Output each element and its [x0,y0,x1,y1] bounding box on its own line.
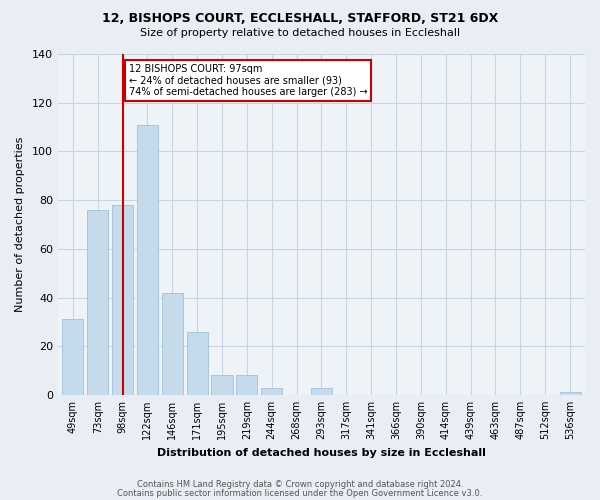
Bar [87,210,108,395]
Y-axis label: Number of detached properties: Number of detached properties [15,137,25,312]
Bar [112,205,133,395]
Bar [187,332,208,395]
Text: 12 BISHOPS COURT: 97sqm
← 24% of detached houses are smaller (93)
74% of semi-de: 12 BISHOPS COURT: 97sqm ← 24% of detache… [129,64,367,97]
Bar [137,124,158,395]
Text: 12, BISHOPS COURT, ECCLESHALL, STAFFORD, ST21 6DX: 12, BISHOPS COURT, ECCLESHALL, STAFFORD,… [102,12,498,26]
Bar [261,388,283,395]
Bar [62,320,83,395]
Bar [211,376,233,395]
Text: Size of property relative to detached houses in Eccleshall: Size of property relative to detached ho… [140,28,460,38]
Bar [311,388,332,395]
Bar [236,376,257,395]
Bar [560,392,581,395]
Text: Contains public sector information licensed under the Open Government Licence v3: Contains public sector information licen… [118,488,482,498]
X-axis label: Distribution of detached houses by size in Eccleshall: Distribution of detached houses by size … [157,448,486,458]
Bar [162,292,183,395]
Text: Contains HM Land Registry data © Crown copyright and database right 2024.: Contains HM Land Registry data © Crown c… [137,480,463,489]
